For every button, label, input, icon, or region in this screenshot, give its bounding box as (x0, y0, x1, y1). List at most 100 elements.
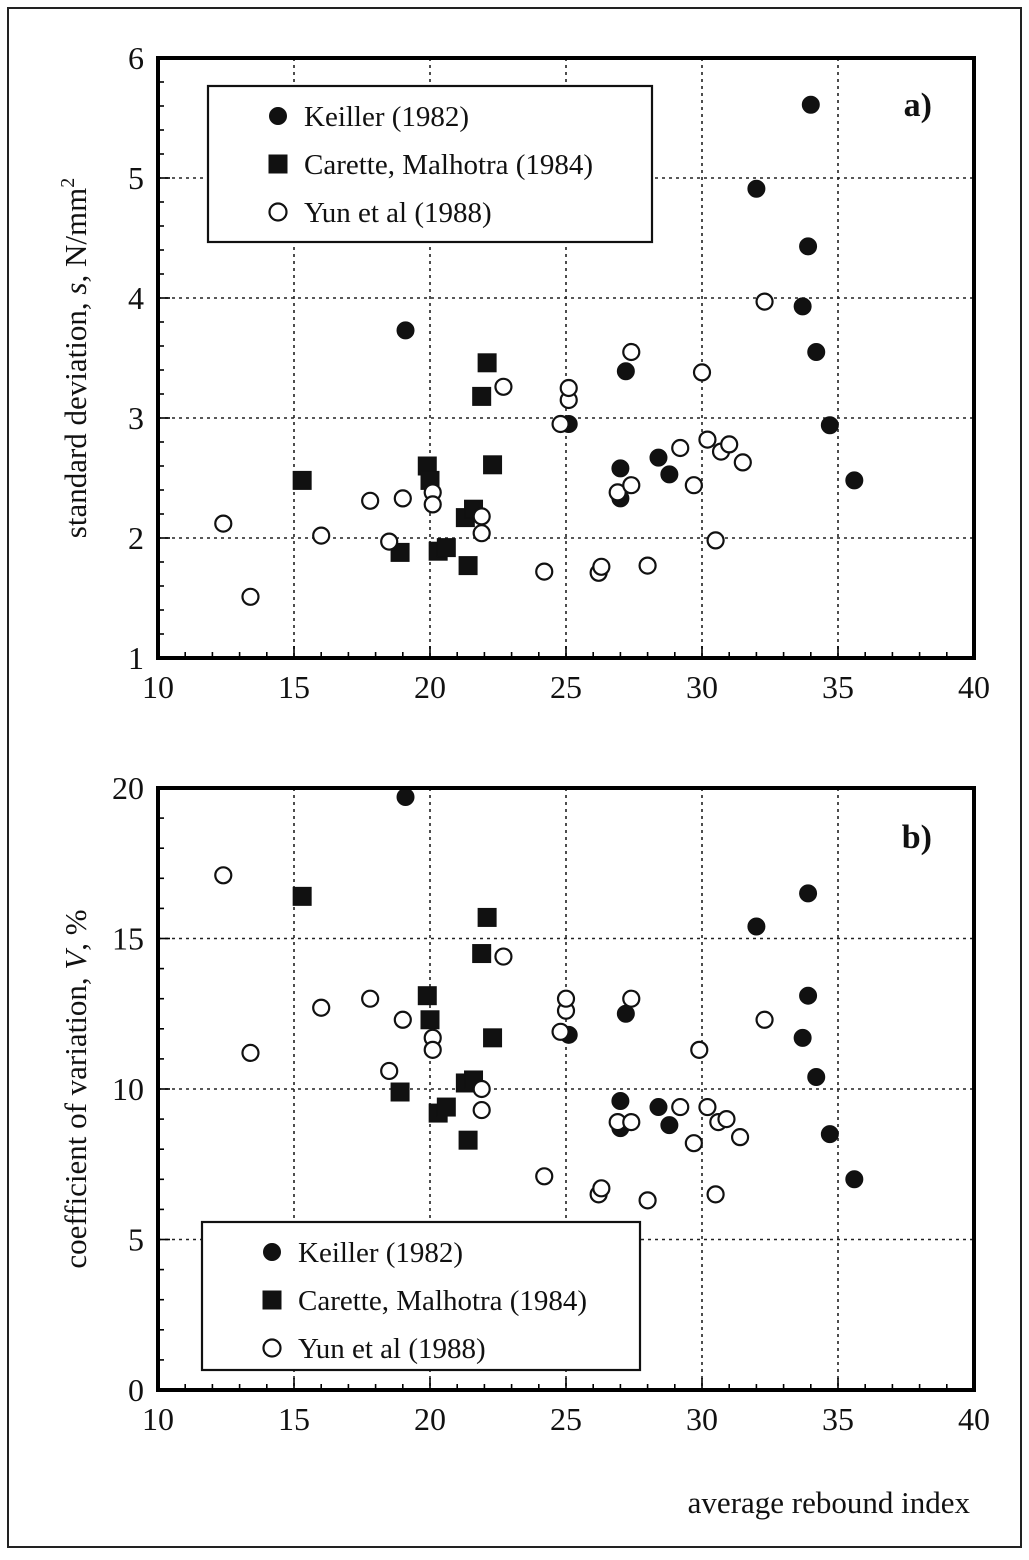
panel-b-points (214, 788, 864, 1210)
data-point (592, 1179, 611, 1198)
data-point (241, 587, 260, 606)
legend-marker (269, 107, 287, 125)
data-point (458, 1130, 478, 1150)
data-point (755, 1010, 774, 1029)
data-point (417, 986, 437, 1006)
data-point (638, 1191, 657, 1210)
data-point (684, 1134, 703, 1153)
data-point (622, 342, 641, 362)
data-point (361, 491, 380, 510)
legend-marker (262, 1338, 282, 1358)
data-point (472, 524, 491, 543)
data-point (616, 1004, 635, 1023)
data-point (423, 495, 442, 514)
legend-entry: Carette, Malhotra (1984) (304, 149, 593, 181)
y-tick-label: 10 (112, 1071, 144, 1107)
x-tick-label: 30 (686, 669, 718, 705)
x-tick-label: 25 (550, 1401, 582, 1437)
data-point (720, 435, 739, 454)
data-point (690, 1040, 709, 1059)
data-point (755, 292, 774, 311)
data-point (436, 538, 456, 558)
data-point (551, 1022, 570, 1041)
data-point (396, 321, 415, 340)
x-tick-label: 20 (414, 1401, 446, 1437)
data-point (472, 507, 491, 526)
data-point (706, 1185, 725, 1204)
panel-a: 10 15 20 25 30 35 40 1 2 3 4 5 6 Keiller (1982) Caret… (57, 40, 990, 705)
x-axis-label: average rebound index (688, 1485, 971, 1520)
data-point (684, 476, 703, 495)
data-point (535, 562, 554, 581)
data-point (423, 1040, 442, 1059)
data-point (608, 483, 627, 502)
data-point (494, 947, 513, 966)
x-tick-label: 15 (278, 1401, 310, 1437)
data-point (292, 886, 312, 906)
data-point (214, 866, 233, 885)
y-tick-label: 20 (112, 770, 144, 806)
data-point (483, 1028, 503, 1048)
data-point (747, 917, 766, 936)
panel-b-label: b) (902, 819, 932, 856)
data-point (494, 377, 513, 396)
x-tick-label: 25 (550, 669, 582, 705)
data-point (733, 453, 752, 472)
x-tick-label: 40 (958, 1401, 990, 1437)
data-point (396, 788, 415, 807)
data-point (458, 556, 478, 576)
data-point (361, 989, 380, 1008)
data-point (622, 476, 641, 495)
data-point (483, 455, 503, 475)
data-point (799, 986, 818, 1005)
y-tick-label: 3 (128, 400, 144, 436)
x-tick-label: 35 (822, 669, 854, 705)
data-point (622, 989, 641, 1008)
legend-entry: Carette, Malhotra (1984) (298, 1285, 587, 1317)
data-point (472, 1100, 491, 1120)
data-point (692, 363, 712, 382)
data-point (616, 362, 635, 381)
data-point (698, 430, 717, 449)
panel-a-y-axis-label: standard deviation, s, N/mm2 (57, 178, 93, 538)
x-tick-label: 20 (414, 669, 446, 705)
x-tick-label: 40 (958, 669, 990, 705)
data-point (380, 1061, 399, 1081)
data-point (556, 989, 576, 1008)
data-point (671, 1097, 690, 1117)
legend-entry: Yun et al (1988) (298, 1333, 486, 1365)
x-tick-label: 15 (278, 669, 310, 705)
legend-entry: Yun et al (1988) (304, 197, 492, 229)
data-point (292, 470, 312, 490)
panel-a-points (214, 95, 864, 606)
panel-a-plot-frame (156, 56, 976, 660)
panel-b-legend: Keiller (1982) Carette, Malhotra (1984) Yu… (200, 1220, 642, 1372)
data-point (393, 489, 412, 508)
data-point (472, 944, 492, 964)
y-tick-label: 4 (128, 280, 144, 316)
data-point (611, 1092, 630, 1111)
data-point (730, 1128, 750, 1147)
data-point (312, 998, 331, 1017)
data-point (393, 1010, 412, 1029)
data-point (799, 884, 818, 903)
panel-a-legend: Keiller (1982) Carette, Malhotra (1984) Yu… (206, 84, 654, 244)
data-point (799, 237, 818, 256)
legend-marker (268, 154, 288, 174)
x-tick-label: 10 (142, 1401, 174, 1437)
panel-b-plot-frame (156, 786, 976, 1392)
data-point (820, 416, 839, 435)
data-point (477, 907, 497, 927)
data-point (477, 353, 497, 373)
y-tick-label: 5 (128, 1222, 144, 1258)
data-point (472, 1079, 491, 1099)
y-tick-label: 2 (128, 520, 144, 556)
data-point (807, 343, 826, 361)
data-point (390, 1082, 410, 1102)
data-point (551, 414, 570, 434)
data-point (638, 556, 657, 575)
legend-marker (262, 1290, 282, 1310)
data-point (717, 1109, 736, 1129)
y-tick-label: 5 (128, 160, 144, 196)
